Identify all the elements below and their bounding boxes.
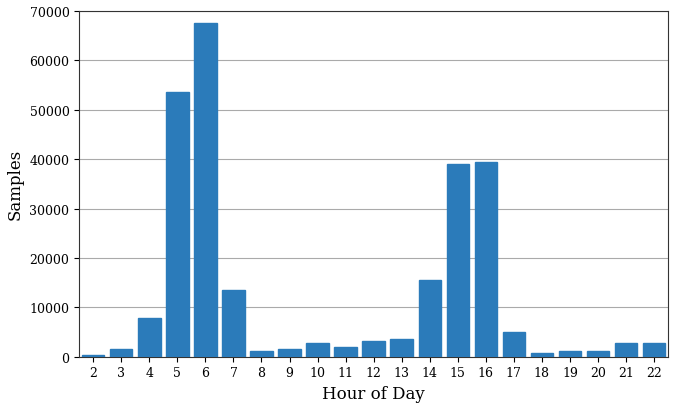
Bar bbox=[166, 93, 188, 357]
Bar bbox=[503, 332, 525, 357]
X-axis label: Hour of Day: Hour of Day bbox=[322, 385, 425, 402]
Bar bbox=[110, 350, 132, 357]
Bar bbox=[138, 319, 161, 357]
Bar bbox=[559, 351, 581, 357]
Bar bbox=[475, 162, 497, 357]
Bar bbox=[615, 344, 637, 357]
Bar bbox=[194, 24, 217, 357]
Bar bbox=[334, 347, 357, 357]
Y-axis label: Samples: Samples bbox=[7, 149, 24, 220]
Bar bbox=[306, 343, 329, 357]
Bar bbox=[222, 290, 244, 357]
Bar bbox=[643, 344, 666, 357]
Bar bbox=[362, 341, 385, 357]
Bar bbox=[82, 355, 105, 357]
Bar bbox=[250, 351, 273, 357]
Bar bbox=[447, 165, 469, 357]
Bar bbox=[531, 353, 553, 357]
Bar bbox=[418, 281, 441, 357]
Bar bbox=[587, 351, 609, 357]
Bar bbox=[390, 339, 413, 357]
Bar bbox=[278, 350, 301, 357]
